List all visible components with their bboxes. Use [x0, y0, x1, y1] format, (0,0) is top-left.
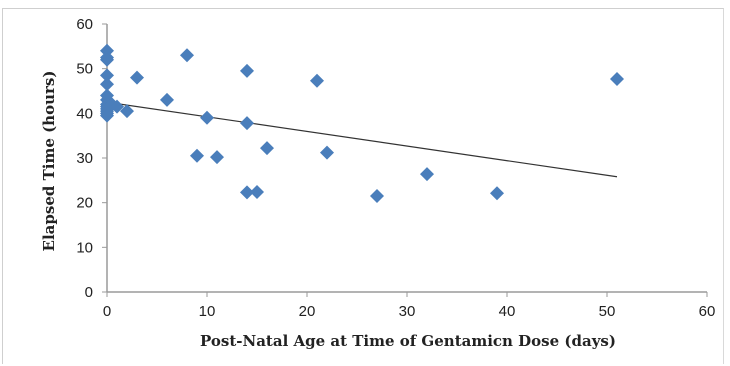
y-axis-title: Elapsed Time (hours) [40, 71, 58, 252]
x-tick-label: 0 [103, 303, 111, 320]
data-point [240, 63, 254, 78]
data-point [200, 110, 214, 125]
y-tick-label: 50 [76, 61, 93, 78]
y-tick-label: 0 [85, 284, 93, 301]
data-point [420, 167, 434, 182]
chart-frame [2, 8, 724, 364]
data-point [610, 71, 624, 86]
data-point [130, 70, 144, 85]
data-point [370, 188, 384, 203]
data-point [240, 185, 254, 200]
data-points [100, 43, 624, 203]
axis-labels: Post-Natal Age at Time of Gentamicn Dose… [40, 71, 616, 350]
data-point [100, 68, 114, 83]
data-point [100, 52, 114, 67]
data-point [260, 141, 274, 156]
y-tick-label: 10 [76, 239, 93, 256]
x-tick-label: 60 [699, 303, 716, 320]
x-tick-label: 40 [499, 303, 516, 320]
data-point [100, 77, 114, 92]
data-point [240, 116, 254, 131]
x-tick-label: 20 [299, 303, 316, 320]
data-point [190, 148, 204, 163]
x-tick-label: 10 [199, 303, 216, 320]
data-point [110, 99, 124, 114]
data-point [490, 186, 504, 201]
y-tick-label: 60 [76, 16, 93, 33]
y-tick-label: 30 [76, 150, 93, 167]
data-point [180, 48, 194, 63]
x-tick-label: 30 [399, 303, 416, 320]
y-tick-label: 40 [76, 105, 93, 122]
data-point [250, 184, 264, 199]
trendline [106, 101, 618, 178]
data-point [120, 104, 134, 119]
x-axis-title: Post-Natal Age at Time of Gentamicn Dose… [200, 332, 616, 350]
axes: 0 10 20 30 40 50 60 0 10 20 30 40 50 60 [76, 16, 715, 320]
y-tick-label: 20 [76, 195, 93, 212]
data-point [320, 145, 334, 160]
data-point [160, 92, 174, 107]
x-tick-label: 50 [599, 303, 616, 320]
data-point [100, 108, 114, 123]
data-point [310, 73, 324, 88]
data-point [210, 150, 224, 165]
